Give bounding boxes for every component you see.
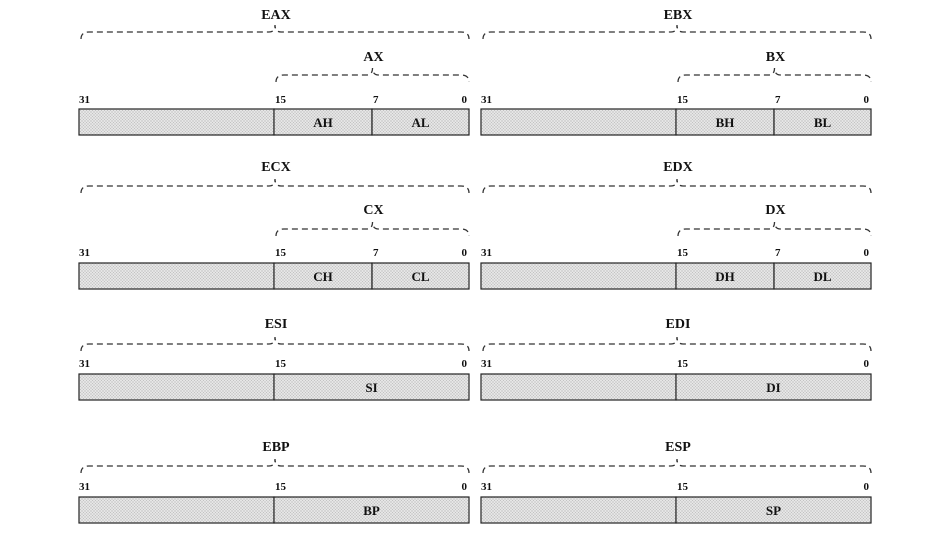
high-byte-label: BH <box>716 115 735 130</box>
register-name: ESP <box>665 440 691 455</box>
register-edi: EDI 31 15 0 DI <box>480 317 872 401</box>
bit-number-label: 31 <box>481 94 492 106</box>
low-byte-label: CL <box>411 269 429 284</box>
bit-number-label: 31 <box>79 481 90 493</box>
lower-half-label: SP <box>766 503 781 518</box>
register-name: EDX <box>663 160 693 175</box>
bit-number-label: 15 <box>275 358 287 370</box>
lower-half-label: BP <box>363 503 380 518</box>
upper-half-cell <box>78 262 275 290</box>
bit-number-label: 0 <box>864 358 870 370</box>
bit-number-label: 31 <box>481 481 492 493</box>
register-brace <box>80 24 470 40</box>
sub-register-name: CX <box>363 203 383 218</box>
bit-number-label: 15 <box>275 94 287 106</box>
bit-number-label: 0 <box>462 247 468 259</box>
register-esi: ESI 31 15 0 SI <box>78 317 470 401</box>
upper-half-cell <box>480 108 677 136</box>
register-brace <box>482 336 872 352</box>
lower-half-cell <box>675 373 872 401</box>
lower-half-label: DI <box>766 380 780 395</box>
upper-half-cell <box>480 373 677 401</box>
lower-half-cell <box>273 373 470 401</box>
register-name: EBP <box>262 440 290 455</box>
high-byte-cell <box>675 262 775 290</box>
lower-half-cell <box>675 496 872 524</box>
upper-half-cell <box>78 496 275 524</box>
sub-register-brace <box>677 67 872 83</box>
register-name: ECX <box>261 160 291 175</box>
register-ebp: EBP 31 15 0 BP <box>78 440 470 524</box>
register-name: EAX <box>261 8 291 23</box>
bit-number-label: 15 <box>275 247 287 259</box>
sub-register-brace <box>275 67 470 83</box>
register-ecx: ECX CX 31 15 7 0 CH CL <box>78 160 470 290</box>
upper-half-cell <box>78 373 275 401</box>
register-ebx: EBX BX 31 15 7 0 BH BL <box>480 8 872 136</box>
sub-register-brace <box>677 221 872 237</box>
high-byte-cell <box>675 108 775 136</box>
bit-number-label: 15 <box>677 247 689 259</box>
bit-number-label: 7 <box>373 94 379 106</box>
high-byte-label: CH <box>313 269 333 284</box>
upper-half-cell <box>78 108 275 136</box>
bit-number-label: 15 <box>275 481 287 493</box>
low-byte-cell <box>371 262 470 290</box>
low-byte-label: DL <box>813 269 831 284</box>
bit-number-label: 15 <box>677 358 689 370</box>
high-byte-label: AH <box>313 115 333 130</box>
bit-number-label: 0 <box>864 94 870 106</box>
bit-number-label: 31 <box>79 94 90 106</box>
sub-register-name: AX <box>363 50 383 65</box>
sub-register-brace <box>275 221 470 237</box>
bit-number-label: 31 <box>79 247 90 259</box>
register-eax: EAX AX 31 15 7 0 AH AL <box>78 8 470 136</box>
low-byte-label: AL <box>411 115 429 130</box>
register-name: EBX <box>664 8 693 23</box>
upper-half-cell <box>480 262 677 290</box>
bit-number-label: 7 <box>373 247 379 259</box>
bit-number-label: 0 <box>462 358 468 370</box>
bit-number-label: 31 <box>79 358 90 370</box>
register-brace <box>482 458 872 474</box>
sub-register-name: BX <box>766 50 785 65</box>
register-brace <box>482 24 872 40</box>
register-brace <box>80 178 470 194</box>
high-byte-label: DH <box>715 269 735 284</box>
bit-number-label: 0 <box>864 481 870 493</box>
bit-number-label: 31 <box>481 358 492 370</box>
register-brace <box>482 178 872 194</box>
low-byte-cell <box>773 262 872 290</box>
bit-number-label: 7 <box>775 94 781 106</box>
register-esp: ESP 31 15 0 SP <box>480 440 872 524</box>
upper-half-cell <box>480 496 677 524</box>
bit-number-label: 15 <box>677 94 689 106</box>
low-byte-label: BL <box>814 115 832 130</box>
bit-number-label: 31 <box>481 247 492 259</box>
register-name: ESI <box>265 317 288 332</box>
register-edx: EDX DX 31 15 7 0 DH DL <box>480 160 872 290</box>
register-name: EDI <box>666 317 691 332</box>
bit-number-label: 0 <box>864 247 870 259</box>
lower-half-cell <box>273 496 470 524</box>
register-brace <box>80 458 470 474</box>
bit-number-label: 0 <box>462 481 468 493</box>
register-brace <box>80 336 470 352</box>
bit-number-label: 15 <box>677 481 689 493</box>
low-byte-cell <box>371 108 470 136</box>
high-byte-cell <box>273 108 373 136</box>
low-byte-cell <box>773 108 872 136</box>
high-byte-cell <box>273 262 373 290</box>
lower-half-label: SI <box>365 380 377 395</box>
bit-number-label: 0 <box>462 94 468 106</box>
bit-number-label: 7 <box>775 247 781 259</box>
sub-register-name: DX <box>765 203 785 218</box>
